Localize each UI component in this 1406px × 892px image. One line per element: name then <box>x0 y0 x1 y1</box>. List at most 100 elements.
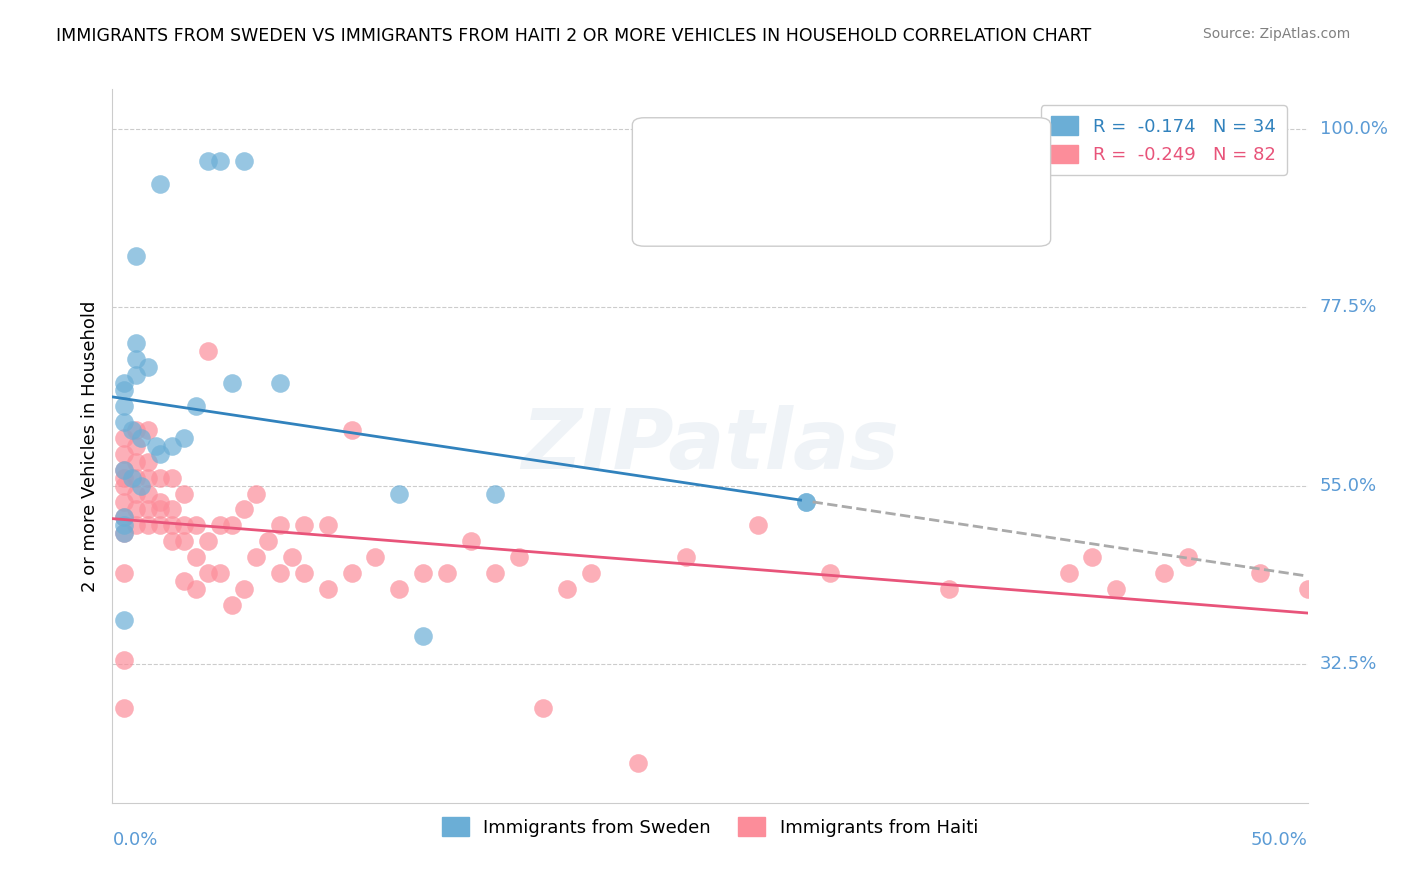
Point <box>114 566 135 580</box>
Point <box>316 518 339 533</box>
Point <box>794 494 817 508</box>
Point <box>436 566 458 580</box>
Point <box>114 384 135 398</box>
Point <box>138 502 160 516</box>
Point <box>114 510 135 524</box>
Point <box>173 518 195 533</box>
Point <box>186 582 208 596</box>
Point <box>114 510 135 524</box>
Point <box>281 549 304 564</box>
Point <box>233 502 256 516</box>
Point <box>162 518 183 533</box>
Point <box>233 153 256 168</box>
Point <box>292 518 315 533</box>
Point <box>173 574 195 588</box>
Point <box>125 502 148 516</box>
Point <box>149 471 172 485</box>
Point <box>364 549 387 564</box>
Point <box>114 526 135 541</box>
Point <box>508 549 530 564</box>
Point <box>149 518 172 533</box>
Point <box>125 439 148 453</box>
Text: 32.5%: 32.5% <box>1320 655 1376 673</box>
Point <box>388 582 411 596</box>
Point <box>145 439 167 453</box>
Point <box>186 518 208 533</box>
Point <box>245 486 267 500</box>
Y-axis label: 2 or more Vehicles in Household: 2 or more Vehicles in Household <box>80 301 98 591</box>
Point <box>129 478 152 492</box>
Point <box>125 351 148 366</box>
Point <box>114 526 135 541</box>
Point <box>412 566 434 580</box>
Point <box>1177 549 1199 564</box>
Point <box>125 471 148 485</box>
Point <box>149 494 172 508</box>
Point <box>579 566 602 580</box>
Point <box>162 471 183 485</box>
Point <box>149 502 172 516</box>
Point <box>1296 582 1319 596</box>
Point <box>460 534 482 549</box>
Point <box>114 471 135 485</box>
Point <box>121 471 143 485</box>
Text: 100.0%: 100.0% <box>1320 120 1388 138</box>
Point <box>269 376 291 390</box>
Point <box>114 518 135 533</box>
Point <box>257 534 280 549</box>
Point <box>197 566 219 580</box>
Point <box>794 494 817 508</box>
Point <box>340 566 363 580</box>
Point <box>197 534 219 549</box>
Point <box>114 653 135 667</box>
Point <box>221 598 243 612</box>
Point <box>114 614 135 628</box>
Point <box>1105 582 1128 596</box>
Legend: Immigrants from Sweden, Immigrants from Haiti: Immigrants from Sweden, Immigrants from … <box>434 810 986 844</box>
Point <box>114 478 135 492</box>
Point <box>162 534 183 549</box>
Point <box>627 756 650 771</box>
Point <box>125 335 148 350</box>
Point <box>484 566 506 580</box>
Text: ZIPatlas: ZIPatlas <box>522 406 898 486</box>
Text: 55.0%: 55.0% <box>1320 476 1376 495</box>
Point <box>121 423 143 437</box>
Point <box>747 518 769 533</box>
Point <box>138 471 160 485</box>
FancyBboxPatch shape <box>633 118 1050 246</box>
Point <box>186 400 208 414</box>
Point <box>114 494 135 508</box>
Point <box>388 486 411 500</box>
Point <box>269 566 291 580</box>
Point <box>114 463 135 477</box>
Point <box>114 431 135 445</box>
Point <box>114 415 135 429</box>
Point <box>818 566 841 580</box>
Point <box>209 518 232 533</box>
Point <box>221 376 243 390</box>
Point <box>125 249 148 263</box>
Point <box>197 153 219 168</box>
Point <box>173 534 195 549</box>
Point <box>233 582 256 596</box>
Point <box>209 566 232 580</box>
Point <box>675 549 697 564</box>
Point <box>162 439 183 453</box>
Point <box>173 431 195 445</box>
Point <box>245 549 267 564</box>
Text: IMMIGRANTS FROM SWEDEN VS IMMIGRANTS FROM HAITI 2 OR MORE VEHICLES IN HOUSEHOLD : IMMIGRANTS FROM SWEDEN VS IMMIGRANTS FRO… <box>56 27 1091 45</box>
Point <box>938 582 960 596</box>
Point <box>114 400 135 414</box>
Point <box>114 700 135 714</box>
Point <box>197 343 219 358</box>
Point <box>292 566 315 580</box>
Point <box>1249 566 1271 580</box>
Point <box>1081 549 1104 564</box>
Text: 77.5%: 77.5% <box>1320 298 1376 317</box>
Point <box>125 368 148 382</box>
Point <box>125 455 148 469</box>
Point <box>125 423 148 437</box>
Point <box>129 431 152 445</box>
Point <box>114 463 135 477</box>
